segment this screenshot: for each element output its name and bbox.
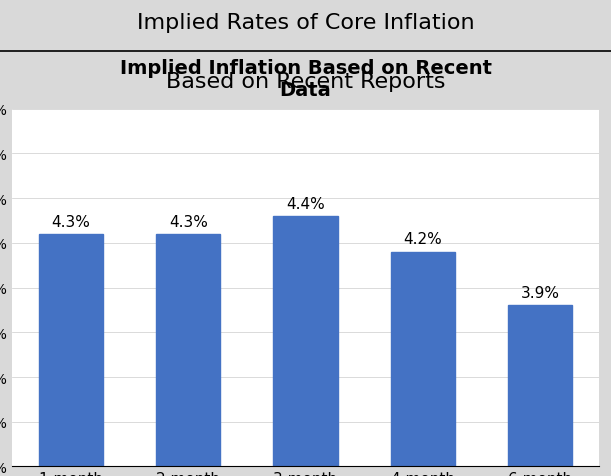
- Text: 4.4%: 4.4%: [286, 196, 325, 211]
- Text: 4.2%: 4.2%: [403, 232, 442, 247]
- Title: Implied Inflation Based on Recent
Data: Implied Inflation Based on Recent Data: [120, 59, 491, 99]
- Text: Implied Rates of Core Inflation: Implied Rates of Core Inflation: [137, 13, 474, 33]
- Text: 4.3%: 4.3%: [51, 214, 90, 229]
- Bar: [390, 252, 455, 466]
- Text: 4.3%: 4.3%: [169, 214, 208, 229]
- Bar: [508, 306, 573, 466]
- Bar: [156, 235, 221, 466]
- Bar: [273, 217, 338, 466]
- Bar: [38, 235, 103, 466]
- Text: 3.9%: 3.9%: [521, 286, 560, 300]
- Text: Based on Recent Reports: Based on Recent Reports: [166, 72, 445, 92]
